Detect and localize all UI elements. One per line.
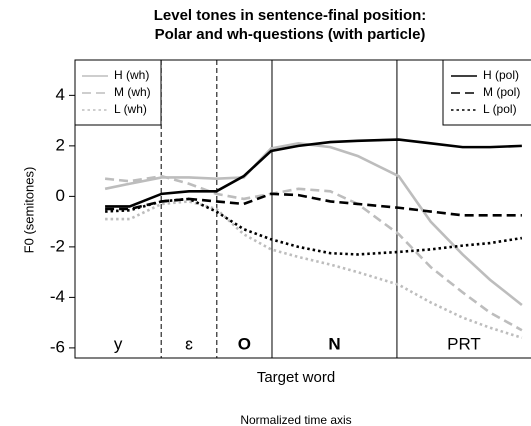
segment-label: y <box>114 334 123 353</box>
y-axis-label: F0 (semitones) <box>21 167 36 254</box>
x-axis-label: Target word <box>257 369 335 386</box>
series-line <box>105 197 523 256</box>
legend-label: H (wh) <box>114 68 149 82</box>
y-tick-label: -6 <box>50 337 65 356</box>
y-tick-label: -2 <box>50 236 65 255</box>
y-tick-label: 2 <box>56 135 65 154</box>
series-line <box>104 142 523 306</box>
caption: Normalized time axis <box>240 413 351 426</box>
legend-label: H (pol) <box>483 68 519 82</box>
segment-label: O <box>238 334 251 353</box>
legend-label: M (wh) <box>114 85 151 99</box>
series-line <box>105 200 523 340</box>
plot-frame <box>74 59 531 359</box>
segment-label: N <box>328 334 340 353</box>
y-tick-label: -4 <box>50 287 65 306</box>
segment-label: ɛ <box>185 334 193 353</box>
chart-subtitle: Polar and wh-questions (with particle) <box>155 26 426 43</box>
series-line <box>105 138 522 208</box>
legend-label: L (pol) <box>483 102 517 116</box>
legend-label: M (pol) <box>483 85 520 99</box>
segment-label: PRT <box>447 334 481 353</box>
series-line <box>104 174 523 332</box>
chart-title: Level tones in sentence-final position: <box>154 7 427 24</box>
y-tick-label: 0 <box>56 186 65 205</box>
series-line <box>105 192 522 217</box>
legend-label: L (wh) <box>114 102 147 116</box>
y-tick-label: 4 <box>56 85 65 104</box>
